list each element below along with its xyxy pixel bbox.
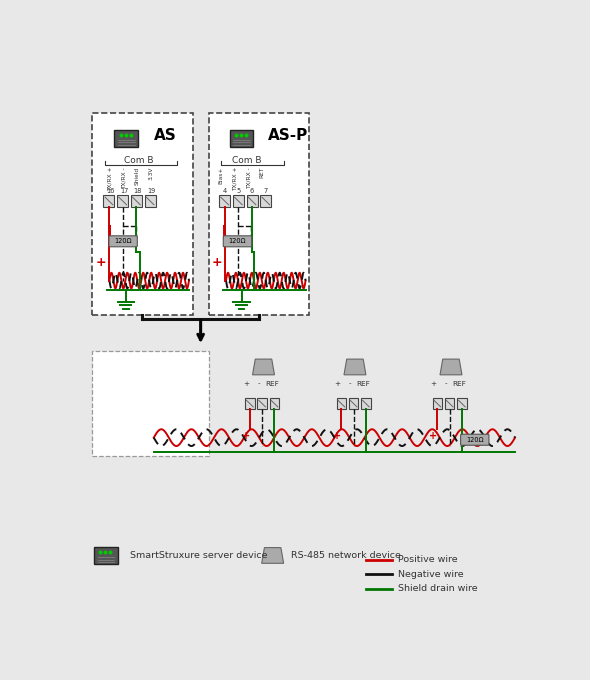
Text: +: + <box>212 256 222 269</box>
Bar <box>457 398 467 409</box>
Text: RS-485 network device: RS-485 network device <box>291 551 401 560</box>
Bar <box>260 194 271 207</box>
Text: 17: 17 <box>120 188 128 194</box>
Text: 120Ω: 120Ω <box>114 238 132 244</box>
Text: 16: 16 <box>106 188 114 194</box>
Text: Shield drain wire: Shield drain wire <box>398 585 478 594</box>
Text: REF: REF <box>453 381 466 387</box>
Text: Com B: Com B <box>123 156 153 165</box>
FancyBboxPatch shape <box>109 236 137 247</box>
Bar <box>131 194 142 207</box>
Bar <box>270 398 279 409</box>
Bar <box>92 352 209 456</box>
Text: +: + <box>431 381 437 387</box>
Bar <box>103 194 114 207</box>
Bar <box>219 194 230 207</box>
Bar <box>114 130 138 146</box>
Text: 19: 19 <box>148 188 156 194</box>
FancyBboxPatch shape <box>223 236 251 247</box>
Text: -: - <box>349 381 352 387</box>
Text: TX/RX +: TX/RX + <box>232 167 237 192</box>
Bar <box>245 398 255 409</box>
Text: Positive wire: Positive wire <box>398 555 458 564</box>
Bar <box>349 398 358 409</box>
FancyBboxPatch shape <box>461 435 489 445</box>
Text: -: - <box>258 381 260 387</box>
Text: +: + <box>335 381 340 387</box>
Bar <box>432 398 442 409</box>
Polygon shape <box>262 547 284 563</box>
Text: 120Ω: 120Ω <box>229 238 246 244</box>
Text: 5: 5 <box>236 188 241 194</box>
Text: Negative wire: Negative wire <box>398 570 464 579</box>
Bar <box>247 194 258 207</box>
Polygon shape <box>440 359 462 375</box>
Bar <box>94 547 117 564</box>
Text: +: + <box>242 430 250 441</box>
Text: REF: REF <box>356 381 370 387</box>
Text: +: + <box>243 381 249 387</box>
Bar <box>117 194 128 207</box>
Polygon shape <box>344 359 366 375</box>
Text: +: + <box>429 430 437 441</box>
Text: TX/RX -: TX/RX - <box>246 167 251 188</box>
Text: TX/RX -: TX/RX - <box>122 167 126 188</box>
Text: +: + <box>96 256 107 269</box>
Text: RET: RET <box>260 167 265 178</box>
Text: 120Ω: 120Ω <box>466 437 484 443</box>
Text: -: - <box>445 381 448 387</box>
Bar <box>233 194 244 207</box>
Text: Com B: Com B <box>232 156 261 165</box>
Text: 18: 18 <box>133 188 142 194</box>
Text: +: + <box>333 430 341 441</box>
Text: 6: 6 <box>250 188 254 194</box>
Bar <box>209 113 309 315</box>
Text: 4: 4 <box>222 188 227 194</box>
Bar <box>336 398 346 409</box>
Text: 7: 7 <box>264 188 268 194</box>
Text: AS-P: AS-P <box>268 128 309 143</box>
Text: Bias+: Bias+ <box>219 167 224 184</box>
Polygon shape <box>253 359 274 375</box>
Bar <box>92 113 192 315</box>
Bar <box>145 194 156 207</box>
Text: TX/RX +: TX/RX + <box>107 167 113 192</box>
Bar <box>445 398 454 409</box>
Bar <box>361 398 371 409</box>
Bar <box>230 130 254 146</box>
Bar <box>257 398 267 409</box>
Text: SmartStruxure server device: SmartStruxure server device <box>130 551 267 560</box>
Text: AS: AS <box>154 128 176 143</box>
Text: REF: REF <box>265 381 278 387</box>
Text: 3.3V: 3.3V <box>149 167 154 180</box>
Text: Shield: Shield <box>135 167 140 185</box>
